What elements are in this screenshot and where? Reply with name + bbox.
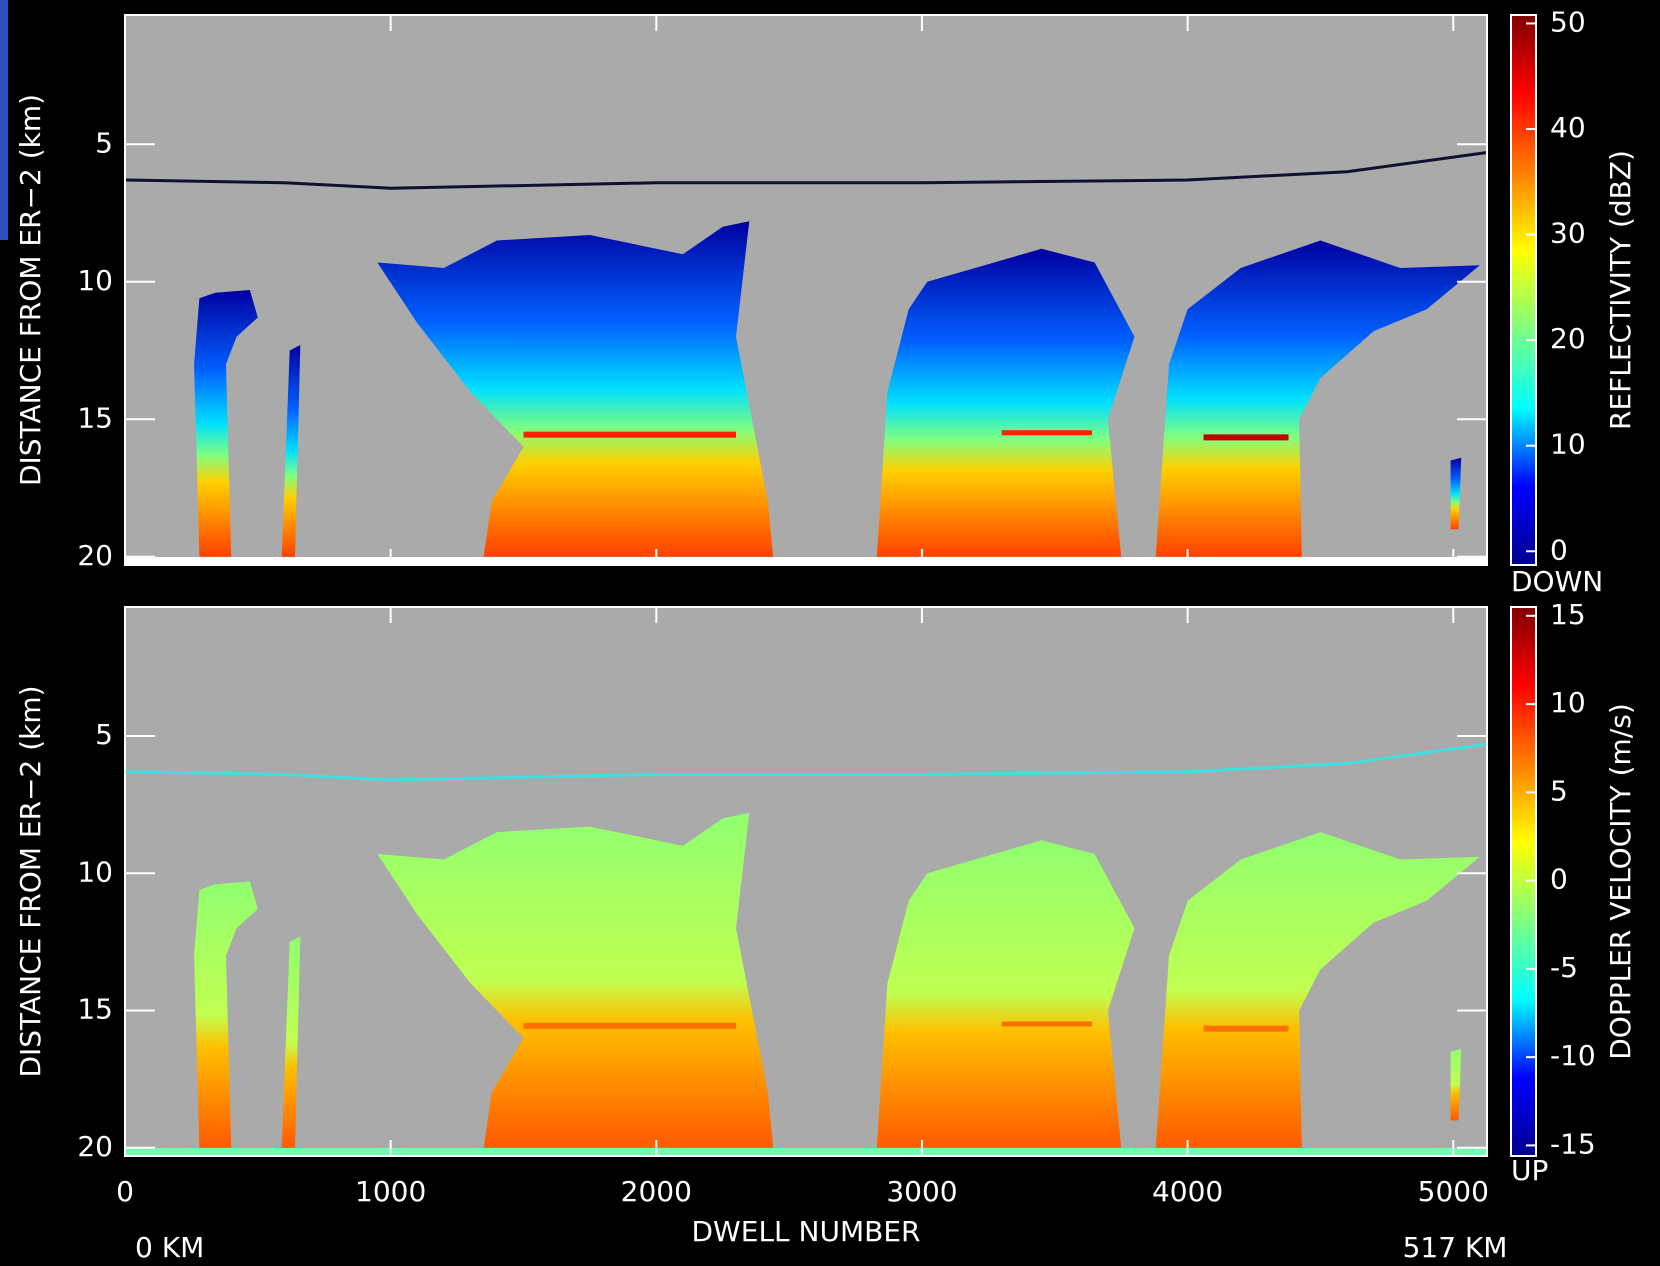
colorbar-tick-label: 40 [1550,111,1586,144]
echo [1155,832,1480,1148]
colorbar-label: REFLECTIVITY (dBZ) [1604,150,1637,430]
echo [876,840,1135,1148]
echo [281,345,301,557]
y-axis-label: DISTANCE FROM ER−2 (km) [14,94,47,486]
surface-line [124,742,1488,782]
x-tick-label: 3000 [886,1175,957,1208]
colorbar-tick-label: 50 [1550,5,1586,38]
bright-band [1001,430,1092,436]
x-tick-label: 0 [116,1175,134,1208]
plot-frame [124,606,1488,1157]
surface-line [124,151,1488,190]
echo [1450,457,1462,530]
colorbar-tick-label: 15 [1550,598,1586,631]
annotation: 517 KM [1403,1231,1508,1262]
colorbar-tick-label: -10 [1550,1039,1596,1072]
ground-return [125,557,1487,565]
y-tick-label: 5 [95,718,113,751]
colorbar-tick-label: 10 [1550,686,1586,719]
x-tick-label: 1000 [355,1175,426,1208]
bright-band [1203,434,1289,441]
bright-band [1203,1025,1289,1032]
colorbar-tick-label: 10 [1550,428,1586,461]
y-tick-label: 20 [77,539,113,572]
colorbar-tick-label: 5 [1550,774,1568,807]
colorbar-bottom-label: UP [1511,1154,1548,1187]
echo [377,812,774,1148]
bright-band [523,1022,737,1029]
echo [194,290,258,557]
x-tick-label: 5000 [1418,1175,1489,1208]
ground-return [125,1148,1487,1156]
echo [1155,240,1480,557]
echo [377,221,774,557]
plot-frame [124,14,1488,566]
y-tick-label: 15 [77,401,113,434]
y-tick-label: 5 [95,126,113,159]
bright-band [1001,1021,1092,1027]
y-tick-label: 20 [77,1130,113,1163]
colorbar-tick-label: 30 [1550,217,1586,250]
echo [194,881,258,1148]
colorbar [1510,14,1537,566]
x-tick-label: 4000 [1152,1175,1223,1208]
x-axis-label: DWELL NUMBER [692,1215,921,1248]
y-tick-label: 10 [77,855,113,888]
colorbar-tick-label: 20 [1550,322,1586,355]
echo [281,936,301,1148]
y-axis-label: DISTANCE FROM ER−2 (km) [14,685,47,1077]
colorbar-tick-label: 0 [1550,533,1568,566]
colorbar-tick-label: -5 [1550,951,1578,984]
x-tick-label: 2000 [621,1175,692,1208]
colorbar-label: DOPPLER VELOCITY (m/s) [1604,703,1637,1060]
y-tick-label: 15 [77,993,113,1026]
colorbar-tick-label: 0 [1550,863,1568,896]
echo [1450,1048,1462,1121]
colorbar-tick-label: -15 [1550,1127,1596,1160]
bright-band [523,431,737,438]
colorbar-top-label: DOWN [1511,565,1603,598]
side-strip [0,0,8,240]
annotation: 0 KM [135,1231,204,1262]
y-tick-label: 10 [77,264,113,297]
echo [876,248,1135,557]
